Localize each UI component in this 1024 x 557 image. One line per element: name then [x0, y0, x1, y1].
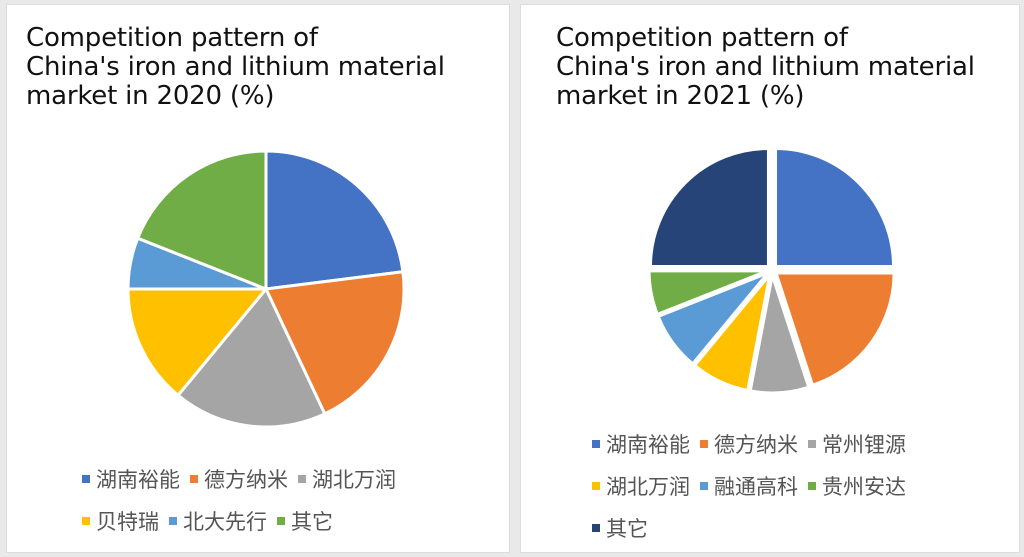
legend-row: 其它	[592, 508, 1012, 550]
legend-row: 湖南裕能 德方纳米 湖北万润	[82, 459, 502, 501]
pie-slice-4	[126, 287, 268, 397]
legend-row: 湖北万润 融通高科 贵州安达	[592, 466, 1012, 508]
chart-title-line: Competition pattern of	[26, 23, 318, 53]
legend-swatch	[808, 440, 816, 448]
pie-slice-1	[264, 149, 405, 291]
legend-label: 湖北万润	[606, 475, 690, 499]
chart-title: Competition pattern of China's iron and …	[556, 24, 1016, 111]
legend-row: 湖南裕能 德方纳米 常州锂源	[592, 424, 1012, 466]
chart-title-line: Competition pattern of	[556, 23, 848, 53]
legend-item: 北大先行	[169, 501, 267, 543]
legend-item: 融通高科	[700, 466, 798, 508]
legend-swatch	[700, 440, 708, 448]
legend-item: 其它	[592, 508, 648, 550]
legend-label: 湖南裕能	[606, 433, 690, 457]
chart-title-line: China's iron and lithium material	[556, 52, 975, 82]
legend-item: 贵州安达	[808, 466, 906, 508]
legend-swatch	[190, 475, 198, 483]
chart-title-line: market in 2020 (%)	[26, 81, 275, 111]
chart-legend: 湖南裕能 德方纳米 常州锂源 湖北万润 融通高科 贵州安达 其它	[592, 424, 1012, 550]
legend-item: 湖南裕能	[592, 424, 690, 466]
legend-item: 贝特瑞	[82, 501, 159, 543]
pie-slice-1	[774, 146, 896, 268]
chart-panel-2021: Competition pattern of China's iron and …	[520, 4, 1020, 553]
pie-slice-5	[656, 271, 770, 366]
chart-title: Competition pattern of China's iron and …	[26, 24, 506, 111]
pie-slice-6	[647, 269, 769, 316]
chart-title-line: market in 2021 (%)	[556, 81, 805, 111]
legend-label: 融通高科	[714, 475, 798, 499]
legend-label: 贝特瑞	[96, 510, 159, 534]
legend-label: 德方纳米	[204, 468, 288, 492]
legend-swatch	[82, 475, 90, 483]
pie-slice-3	[748, 273, 811, 395]
chart-title-line: China's iron and lithium material	[26, 52, 445, 82]
legend-label: 其它	[291, 510, 333, 534]
legend-swatch	[808, 482, 816, 490]
legend-swatch	[592, 440, 600, 448]
legend-item: 德方纳米	[190, 459, 288, 501]
legend-swatch	[82, 517, 90, 525]
pie-slice-2	[264, 270, 406, 416]
legend-swatch	[700, 482, 708, 490]
legend-item: 德方纳米	[700, 424, 798, 466]
pie-slice-7	[648, 146, 770, 268]
legend-label: 湖南裕能	[96, 468, 180, 492]
legend-label: 常州锂源	[822, 433, 906, 457]
pie-slice-3	[176, 287, 327, 429]
legend-item: 湖北万润	[592, 466, 690, 508]
legend-swatch	[169, 517, 177, 525]
legend-item: 湖北万润	[298, 459, 396, 501]
legend-label: 湖北万润	[312, 468, 396, 492]
legend-swatch	[592, 482, 600, 490]
legend-label: 德方纳米	[714, 433, 798, 457]
pie-slice-6	[136, 149, 268, 291]
pie-slice-2	[774, 271, 896, 387]
legend-swatch	[592, 524, 600, 532]
legend-label: 北大先行	[183, 510, 267, 534]
legend-item: 其它	[277, 501, 333, 543]
pie-slice-4	[693, 273, 772, 392]
legend-label: 其它	[606, 517, 648, 541]
pie-chart-2021	[647, 146, 896, 395]
legend-label: 贵州安达	[822, 475, 906, 499]
chart-panel-2020: Competition pattern of China's iron and …	[6, 4, 510, 553]
legend-item: 湖南裕能	[82, 459, 180, 501]
legend-swatch	[298, 475, 306, 483]
legend-item: 常州锂源	[808, 424, 906, 466]
legend-row: 贝特瑞 北大先行 其它	[82, 501, 502, 543]
legend-swatch	[277, 517, 285, 525]
pie-chart-2020	[126, 149, 406, 429]
chart-legend: 湖南裕能 德方纳米 湖北万润 贝特瑞 北大先行 其它	[82, 459, 502, 543]
